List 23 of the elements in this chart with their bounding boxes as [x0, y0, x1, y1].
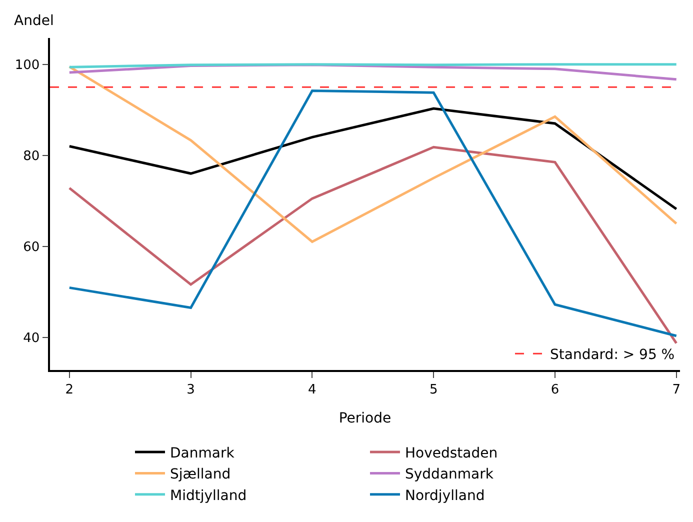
x-tick-label: 2 [65, 382, 74, 398]
x-tick-label: 4 [308, 382, 316, 398]
y-tick-label: 80 [23, 148, 40, 164]
line-series [68, 146, 678, 344]
x-tick-label: 5 [429, 382, 438, 398]
y-tick-label: 40 [23, 330, 40, 346]
x-tick-label: 3 [186, 382, 195, 398]
legend-label: Syddanmark [405, 466, 494, 483]
y-axis-title: Andel [14, 13, 54, 29]
y-tick-label: 60 [23, 240, 40, 255]
legend-label: Nordjylland [405, 488, 485, 504]
x-tick-label: 7 [672, 382, 680, 398]
legend-label: Midtjylland [170, 488, 247, 504]
y-tick-label: 100 [14, 58, 40, 73]
line-series [68, 107, 678, 210]
legend-label: Standard: > 95 % [550, 347, 675, 364]
x-tick-label: 6 [550, 382, 560, 398]
line-series [68, 90, 678, 338]
x-axis-title: Periode [338, 410, 392, 426]
legend-label: Danmark [170, 445, 236, 462]
legend-label: Hovedstaden [405, 445, 498, 462]
line-series [68, 65, 678, 243]
legend-label: Sjælland [170, 466, 231, 483]
